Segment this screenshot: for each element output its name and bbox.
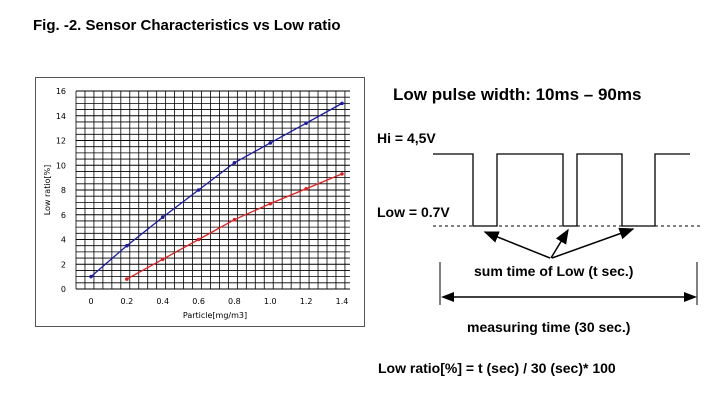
x-tick-label: 0.2 [120, 297, 133, 306]
series-point-2 [268, 201, 273, 206]
series-point-2 [340, 172, 344, 176]
series-point-2 [304, 186, 308, 191]
series-point-2 [196, 237, 201, 242]
series-point-1 [232, 160, 237, 165]
y-tick-label: 16 [56, 87, 66, 96]
y-tick-label: 6 [61, 211, 66, 220]
y-tick-label: 2 [61, 260, 66, 269]
low-level-label: Low = 0.7V [377, 204, 450, 220]
pulse-waveform [433, 153, 690, 227]
y-tick-label: 0 [61, 285, 66, 294]
series-point-1 [304, 121, 308, 125]
series-point-1 [125, 243, 129, 248]
x-tick-label: 0.4 [156, 297, 169, 306]
x-tick-label: 0 [88, 297, 93, 306]
y-tick-label: 14 [56, 112, 66, 121]
y-tick-label: 10 [56, 161, 66, 170]
pulse-width-label: Low pulse width: 10ms – 90ms [393, 85, 642, 104]
sum-arrow-3 [551, 227, 635, 259]
series-point-1 [89, 274, 93, 279]
x-axis-label: Particle[mg/m3] [183, 311, 247, 320]
sum-time-label: sum time of Low (t sec.) [474, 263, 634, 279]
series-point-1 [196, 188, 201, 192]
series-point-1 [268, 141, 273, 145]
measure-arrow-left-head [441, 292, 454, 302]
y-tick-label: 4 [61, 236, 66, 245]
low-ratio-formula: Low ratio[%] = t (sec) / 30 (sec)* 100 [378, 360, 616, 376]
series-point-1 [340, 101, 344, 106]
x-tick-label: 1.0 [264, 297, 277, 306]
figure-title: Fig. -2. Sensor Characteristics vs Low r… [33, 17, 341, 34]
y-tick-label: 8 [61, 186, 66, 195]
sum-arrow-2 [550, 228, 569, 259]
series-point-2 [232, 217, 237, 222]
series-point-1 [160, 215, 165, 220]
series-line-1 [90, 102, 343, 278]
series-point-2 [160, 257, 165, 262]
y-axis-label: Low ratio[%] [43, 165, 52, 216]
chart-frame [35, 77, 365, 327]
x-tick-label: 0.6 [192, 297, 205, 306]
series-point-2 [125, 277, 129, 281]
x-tick-label: 0.8 [228, 297, 241, 306]
x-tick-label: 1.2 [300, 297, 313, 306]
hi-level-label: Hi = 4,5V [377, 130, 436, 146]
y-tick-label: 12 [56, 137, 66, 146]
x-tick-label: 1.4 [336, 297, 349, 306]
measure-arrow-right-head [684, 292, 697, 302]
sum-arrow-1 [483, 231, 551, 259]
measuring-time-label: measuring time (30 sec.) [467, 319, 631, 335]
